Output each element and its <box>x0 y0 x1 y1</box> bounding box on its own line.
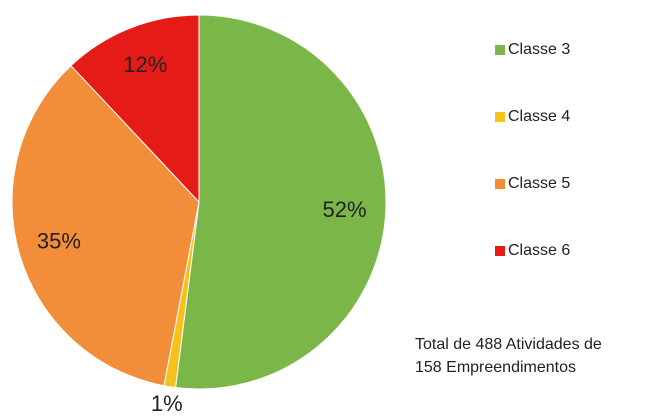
legend-label: Classe 5 <box>508 175 570 192</box>
legend-swatch <box>495 45 505 55</box>
annotation: Total de 488 Atividades de <box>415 336 602 353</box>
pie-slice <box>11 64 200 387</box>
pie-label: 35% <box>37 229 81 254</box>
legend-label: Classe 6 <box>508 242 570 259</box>
pie-slice <box>70 14 200 204</box>
legend-label: Classe 3 <box>508 41 570 58</box>
annotation: 158 Empreendimentos <box>415 359 576 376</box>
legend-swatch <box>495 112 505 122</box>
legend-label: Classe 4 <box>508 108 570 125</box>
pie-label: 52% <box>323 197 367 222</box>
legend-swatch <box>495 179 505 189</box>
pie-slice <box>175 14 387 390</box>
pie-label: 12% <box>123 52 167 77</box>
pie-label: 1% <box>151 391 183 416</box>
legend-swatch <box>495 246 505 256</box>
